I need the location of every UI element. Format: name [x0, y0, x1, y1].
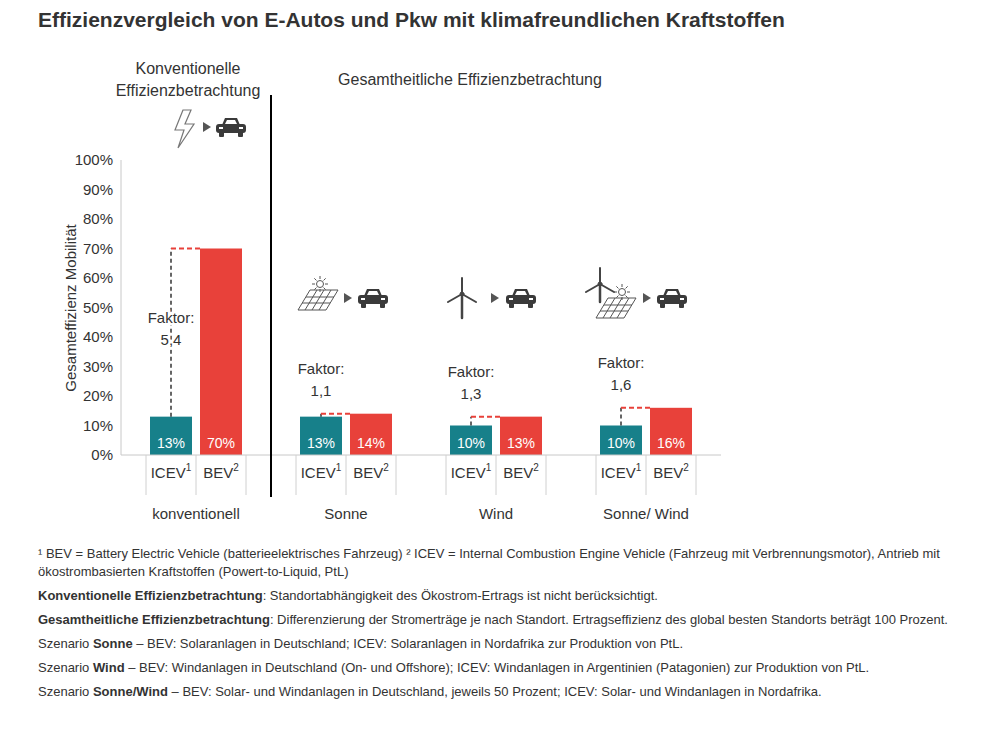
svg-text:Faktor:: Faktor: [298, 360, 345, 377]
svg-text:30%: 30% [83, 358, 113, 375]
svg-text:ICEV1: ICEV1 [601, 462, 642, 481]
svg-text:BEV2: BEV2 [203, 462, 239, 481]
html-text:Szenario Sonne/Wind – BEV: Sol: Szenario Sonne/Wind – BEV: Solar- und Wi… [38, 684, 822, 699]
svg-text:50%: 50% [83, 299, 113, 316]
svg-text:1,6: 1,6 [611, 376, 632, 393]
svg-text:90%: 90% [83, 181, 113, 198]
svg-text:100%: 100% [75, 151, 113, 168]
svg-text:13%: 13% [307, 435, 335, 451]
svg-text:10%: 10% [607, 435, 635, 451]
html-text:Konventionelle Effizienzbetrac: Konventionelle Effizienzbetrachtung [115, 60, 261, 99]
html-text:Szenario Sonne – BEV: Solaranl: Szenario Sonne – BEV: Solaranlagen in De… [38, 636, 684, 651]
svg-text:Faktor:: Faktor: [448, 363, 495, 380]
svg-text:Wind: Wind [479, 505, 513, 522]
svg-text:70%: 70% [83, 240, 113, 257]
svg-text:13%: 13% [507, 435, 535, 451]
svg-text:1,1: 1,1 [311, 382, 332, 399]
svg-text:14%: 14% [357, 435, 385, 451]
html-text:Konventionelle Effizienzbetrac: Konventionelle Effizienzbetrachtung: Sta… [38, 588, 658, 603]
svg-text:20%: 20% [83, 387, 113, 404]
svg-text:BEV2: BEV2 [353, 462, 389, 481]
svg-text:10%: 10% [457, 435, 485, 451]
svg-text:16%: 16% [657, 435, 685, 451]
svg-text:Sonne: Sonne [324, 505, 367, 522]
svg-text:5,4: 5,4 [161, 331, 182, 348]
svg-text:1,3: 1,3 [461, 385, 482, 402]
html-text:Gesamteffizienz Mobilität: Gesamteffizienz Mobilität [61, 224, 79, 392]
svg-text:BEV2: BEV2 [503, 462, 539, 481]
svg-text:13%: 13% [157, 435, 185, 451]
svg-text:10%: 10% [83, 417, 113, 434]
svg-text:Faktor:: Faktor: [598, 354, 645, 371]
svg-text:60%: 60% [83, 269, 113, 286]
svg-text:70%: 70% [207, 435, 235, 451]
html-text:Gesamtheitliche Effizienzbetra: Gesamtheitliche Effizienzbetrachtung [338, 71, 602, 88]
svg-text:konventionell: konventionell [152, 505, 240, 522]
svg-text:40%: 40% [83, 328, 113, 345]
svg-text:BEV2: BEV2 [653, 462, 689, 481]
html-text:¹ BEV = Battery Electric Vehic: ¹ BEV = Battery Electric Vehicle (batter… [38, 546, 940, 579]
svg-text:ICEV1: ICEV1 [301, 462, 342, 481]
svg-text:ICEV1: ICEV1 [451, 462, 492, 481]
svg-text:0%: 0% [91, 446, 113, 463]
svg-text:80%: 80% [83, 210, 113, 227]
html-text:Szenario Wind – BEV: Windanlag: Szenario Wind – BEV: Windanlagen in Deut… [38, 660, 870, 675]
html-text:Gesamtheitliche Effizienzbetra: Gesamtheitliche Effizienzbetrachtung: Di… [38, 612, 948, 627]
html-text:Effizienzvergleich von E-Autos: Effizienzvergleich von E-Autos und Pkw m… [38, 8, 785, 31]
svg-text:Faktor:: Faktor: [148, 309, 195, 326]
svg-text:Sonne/ Wind: Sonne/ Wind [603, 505, 689, 522]
svg-text:ICEV1: ICEV1 [151, 462, 192, 481]
